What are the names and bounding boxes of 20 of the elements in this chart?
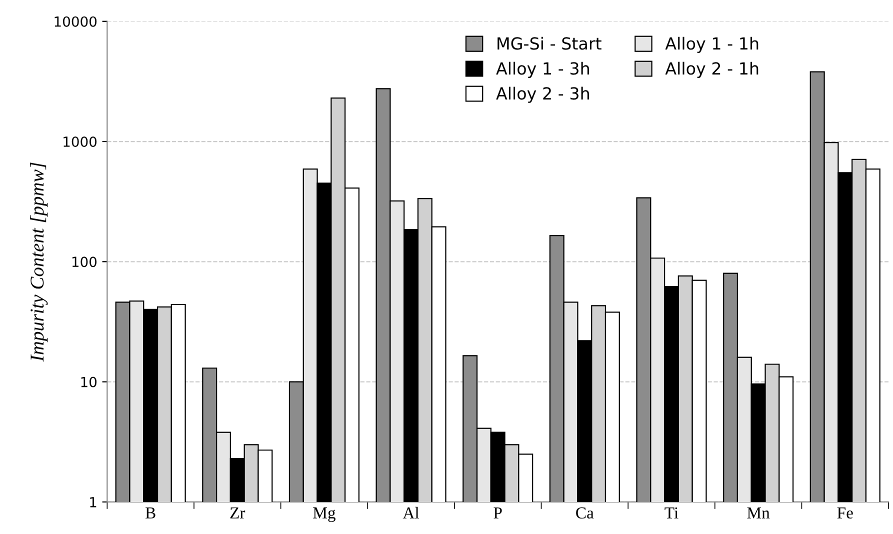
x-tick-label: Zr <box>230 507 246 518</box>
x-tick-label: Ti <box>664 507 678 518</box>
x-tick-label: Al <box>402 506 420 518</box>
y-axis-title: Impurity Content [ppmw] <box>30 162 48 362</box>
x-tick-label: P <box>494 507 502 518</box>
x-tick-label: Fe <box>837 507 853 519</box>
x-tick-label: Mn <box>747 507 770 518</box>
y-tick-label: 10 <box>81 376 97 388</box>
x-tick-label: B <box>145 507 156 518</box>
y-tick-label: 1 <box>90 497 96 508</box>
legend-label: Alloy 1 - 3h <box>496 62 589 78</box>
x-tick-label: Ca <box>576 507 594 519</box>
legend-label: MG-Si - Start <box>498 36 602 50</box>
y-tick-label: 10000 <box>54 16 97 27</box>
y-tick-label: 1000 <box>64 136 97 147</box>
legend-label: Alloy 1 - 1h <box>665 36 758 53</box>
legend-label: Alloy 2 - 3h <box>496 86 589 103</box>
x-tick-label: Mg <box>313 507 336 522</box>
legend-label: Alloy 2 - 1h <box>665 62 758 78</box>
y-tick-label: 100 <box>72 256 97 268</box>
